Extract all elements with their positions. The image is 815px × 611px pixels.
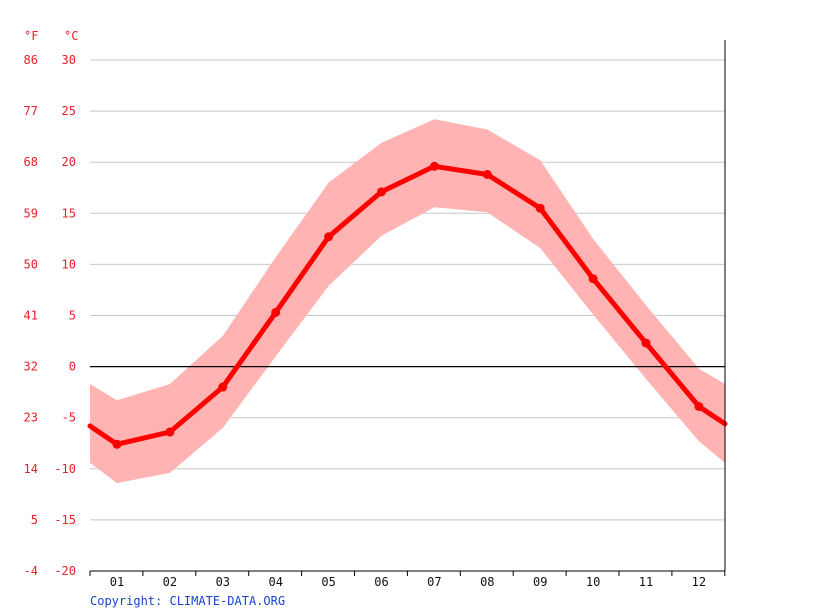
y-tick-fahrenheit: 59 <box>24 206 38 220</box>
y-tick-celsius: 5 <box>69 309 76 323</box>
x-tick-month: 04 <box>268 575 282 589</box>
y-tick-celsius: -20 <box>54 564 76 578</box>
y-tick-fahrenheit: 86 <box>24 53 38 67</box>
mean-point <box>641 338 651 348</box>
copyright-text: Copyright: CLIMATE-DATA.ORG <box>90 594 286 608</box>
x-tick-month: 07 <box>427 575 441 589</box>
y-tick-fahrenheit: 77 <box>24 104 38 118</box>
y-tick-fahrenheit: 14 <box>24 462 38 476</box>
temperature-range-area <box>90 119 725 484</box>
y-tick-fahrenheit: 32 <box>24 360 38 374</box>
y-tick-celsius: -15 <box>54 513 76 527</box>
y-tick-celsius: 30 <box>62 53 76 67</box>
temperature-range-band <box>90 119 725 484</box>
mean-temperature-line <box>87 161 728 449</box>
y-tick-celsius: 25 <box>62 104 76 118</box>
x-tick-month: 08 <box>480 575 494 589</box>
axes <box>89 40 726 576</box>
y-ticks-celsius: 30 25 20 15 10 5 0 -5 -10 -15 -20 <box>54 53 76 578</box>
x-tick-month: 03 <box>216 575 230 589</box>
x-tick-month: 02 <box>163 575 177 589</box>
x-tick-month: 09 <box>533 575 547 589</box>
x-tick-month: 12 <box>692 575 706 589</box>
y-tick-celsius: -10 <box>54 462 76 476</box>
y-tick-fahrenheit: 68 <box>24 155 38 169</box>
y-tick-celsius: 15 <box>62 206 76 220</box>
mean-point <box>535 203 545 213</box>
y-tick-fahrenheit: 23 <box>24 411 38 425</box>
x-tick-month: 05 <box>321 575 335 589</box>
x-tick-month: 01 <box>110 575 124 589</box>
x-tick-month: 10 <box>586 575 600 589</box>
x-tick-month: 06 <box>374 575 388 589</box>
y-tick-celsius: -5 <box>62 411 76 425</box>
y-tick-fahrenheit: 41 <box>24 309 38 323</box>
y-ticks-fahrenheit: 86 77 68 59 50 41 32 23 14 5 -4 <box>24 53 38 578</box>
y-tick-celsius: 20 <box>62 155 76 169</box>
mean-point <box>377 187 386 197</box>
y-tick-fahrenheit: 50 <box>24 257 38 271</box>
y-tick-celsius: 10 <box>62 257 76 271</box>
mean-point <box>588 274 598 284</box>
y-tick-fahrenheit: 5 <box>31 513 38 527</box>
mean-point <box>112 439 122 449</box>
y-tick-fahrenheit: -4 <box>24 564 38 578</box>
mean-point <box>429 161 439 171</box>
mean-point <box>218 382 228 392</box>
x-tick-month: 11 <box>639 575 653 589</box>
mean-point <box>165 427 175 437</box>
unit-c-label: °C <box>64 29 78 43</box>
mean-point <box>482 169 492 179</box>
mean-line-path <box>87 163 728 447</box>
y-tick-celsius: 0 <box>69 360 76 374</box>
mean-point <box>271 307 281 317</box>
unit-f-label: °F <box>24 29 38 43</box>
mean-point <box>694 401 704 411</box>
x-ticks-months: 01 02 03 04 05 06 07 08 09 10 11 12 <box>110 575 706 589</box>
mean-point <box>324 232 334 242</box>
